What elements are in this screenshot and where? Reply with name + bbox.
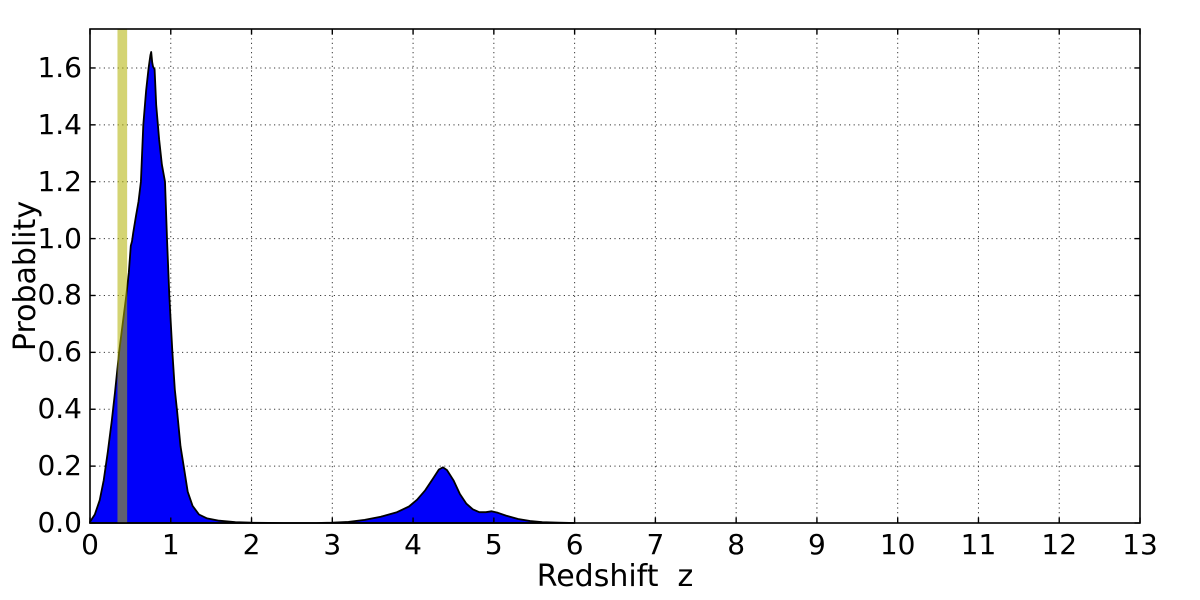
y-tick-label: 0.0 — [37, 506, 82, 539]
x-tick-label: 2 — [242, 528, 261, 561]
x-tick-label: 12 — [1041, 528, 1078, 561]
x-tick-label: 7 — [646, 528, 665, 561]
x-tick-label: 9 — [808, 528, 826, 561]
y-axis-label: Probablity — [8, 200, 43, 352]
x-tick-label: 11 — [960, 528, 997, 561]
y-tick-label: 1.4 — [37, 107, 82, 141]
x-tick-label: 8 — [727, 528, 746, 561]
highlight-band — [117, 29, 128, 523]
y-tick-label: 0.8 — [37, 278, 82, 312]
y-tick-label: 1.0 — [37, 221, 82, 255]
x-tick-label: 6 — [565, 528, 584, 561]
x-tick-label: 1 — [161, 528, 180, 561]
x-tick-label: 0 — [81, 528, 99, 561]
x-tick-label: 3 — [323, 528, 342, 561]
x-tick-label: 5 — [484, 528, 503, 561]
plot-frame — [89, 28, 1141, 524]
y-tick-label: 0.4 — [37, 392, 82, 426]
y-tick-label: 1.6 — [37, 50, 82, 84]
x-tick-label: 4 — [404, 528, 422, 561]
x-tick-label: 13 — [1122, 528, 1158, 561]
x-tick-label: 10 — [879, 528, 916, 561]
y-tick-label: 0.6 — [37, 335, 82, 369]
x-axis-label: Redshift z — [536, 559, 694, 594]
y-tick-label: 1.2 — [37, 164, 82, 198]
distribution-curve — [89, 51, 576, 524]
y-tick-label: 0.2 — [37, 449, 82, 483]
